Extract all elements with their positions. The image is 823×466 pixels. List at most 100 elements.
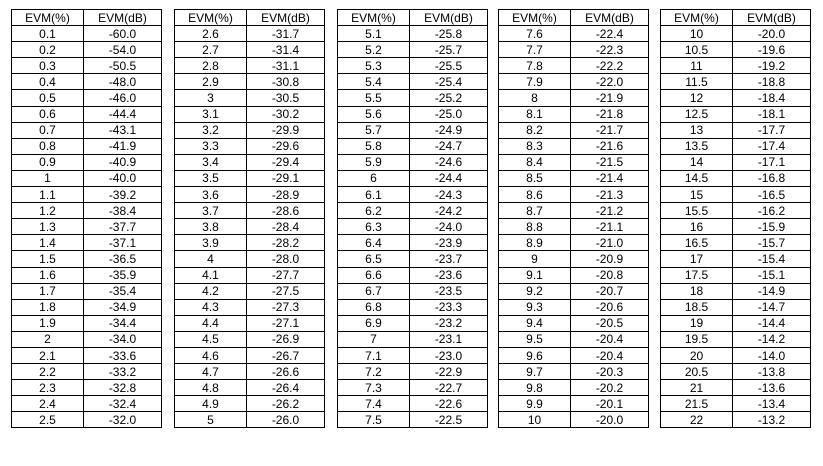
evm-percent-cell: 0.6 (11, 105, 84, 123)
evm-percent-cell: 0.8 (11, 137, 84, 155)
evm-percent-cell: 2.1 (11, 346, 84, 365)
evm-percent-cell: 11.5 (660, 73, 733, 91)
evm-percent-cell: 8.3 (498, 137, 571, 155)
evm-percent-cell: 2.6 (174, 25, 247, 43)
evm-db-cell: -26.4 (246, 379, 325, 397)
evm-db-cell: -22.3 (570, 41, 649, 59)
table-row: 10 -20.0 (498, 411, 649, 429)
evm-percent-cell: 7.9 (498, 73, 571, 91)
evm-percent-cell: 5.2 (337, 41, 410, 59)
evm-db-cell: -23.7 (409, 250, 488, 268)
evm-percent-cell: 7.8 (498, 57, 571, 75)
table-row: 0.8 -41.9 (11, 137, 162, 155)
evm-percent-cell: 9.9 (498, 395, 571, 413)
evm-db-cell: -14.7 (732, 298, 811, 316)
evm-db-cell: -16.8 (732, 169, 811, 188)
evm-db-cell: -23.6 (409, 266, 488, 284)
evm-db-cell: -20.4 (570, 346, 649, 365)
evm-db-cell: -30.8 (246, 73, 325, 91)
header-row: EVM(%) EVM(dB) (337, 8, 488, 27)
evm-db-cell: -43.1 (83, 121, 162, 139)
header-evm-db: EVM(dB) (83, 8, 162, 27)
evm-percent-cell: 5.8 (337, 137, 410, 155)
table-row: 3.9 -28.2 (174, 234, 325, 252)
evm-percent-cell: 3.9 (174, 234, 247, 252)
evm-percent-cell: 14 (660, 153, 733, 171)
evm-db-cell: -34.4 (83, 314, 162, 332)
evm-db-cell: -22.4 (570, 25, 649, 43)
table-row: 5.4 -25.4 (337, 73, 488, 91)
table-row: 13 -17.7 (660, 121, 811, 139)
table-row: 4.5 -26.9 (174, 330, 325, 348)
evm-db-cell: -54.0 (83, 41, 162, 59)
table-row: 8.7 -21.2 (498, 202, 649, 220)
evm-percent-cell: 17.5 (660, 266, 733, 284)
table-row: 6.4 -23.9 (337, 234, 488, 252)
table-row: 1.8 -34.9 (11, 298, 162, 316)
evm-db-cell: -27.3 (246, 298, 325, 316)
table-row: 6.3 -24.0 (337, 218, 488, 236)
table-row: 9 -20.9 (498, 250, 649, 268)
evm-percent-cell: 1.7 (11, 282, 84, 300)
evm-db-cell: -35.9 (83, 266, 162, 284)
evm-percent-cell: 5 (174, 411, 247, 429)
evm-db-cell: -16.5 (732, 186, 811, 204)
evm-db-cell: -24.2 (409, 202, 488, 220)
table-row: 15.5 -16.2 (660, 202, 811, 220)
evm-db-cell: -25.8 (409, 25, 488, 43)
table-row: 21 -13.6 (660, 379, 811, 397)
evm-percent-cell: 0.5 (11, 89, 84, 107)
header-evm-percent: EVM(%) (11, 8, 84, 27)
table-row: 2.7 -31.4 (174, 41, 325, 59)
evm-percent-cell: 14.5 (660, 169, 733, 188)
table-row: 0.7 -43.1 (11, 121, 162, 139)
evm-db-cell: -44.4 (83, 105, 162, 123)
table-row: 20.5 -13.8 (660, 363, 811, 381)
table-row: 6.2 -24.2 (337, 202, 488, 220)
evm-percent-cell: 1 (11, 169, 84, 188)
table-row: 16.5 -15.7 (660, 234, 811, 252)
evm-db-cell: -27.1 (246, 314, 325, 332)
table-row: 16 -15.9 (660, 218, 811, 236)
evm-db-cell: -19.6 (732, 41, 811, 59)
evm-db-cell: -26.6 (246, 363, 325, 381)
evm-percent-cell: 7.6 (498, 25, 571, 43)
evm-percent-cell: 18 (660, 282, 733, 300)
evm-db-cell: -25.7 (409, 41, 488, 59)
evm-percent-cell: 3.4 (174, 153, 247, 171)
table-row: 8.9 -21.0 (498, 234, 649, 252)
table-row: 7.1 -23.0 (337, 346, 488, 365)
evm-percent-cell: 6.9 (337, 314, 410, 332)
evm-percent-cell: 21 (660, 379, 733, 397)
evm-db-cell: -24.6 (409, 153, 488, 171)
table-row: 2.1 -33.6 (11, 346, 162, 365)
table-row: 3.8 -28.4 (174, 218, 325, 236)
evm-percent-cell: 6.4 (337, 234, 410, 252)
header-row: EVM(%) EVM(dB) (174, 8, 325, 27)
evm-db-cell: -21.4 (570, 169, 649, 188)
evm-percent-cell: 10 (498, 411, 571, 429)
evm-db-cell: -21.5 (570, 153, 649, 171)
table-row: 0.3 -50.5 (11, 57, 162, 75)
evm-percent-cell: 4 (174, 250, 247, 268)
table-row: 4.8 -26.4 (174, 379, 325, 397)
table-row: 3.4 -29.4 (174, 153, 325, 171)
evm-db-cell: -23.2 (409, 314, 488, 332)
table-row: 5.2 -25.7 (337, 41, 488, 59)
evm-db-cell: -17.1 (732, 153, 811, 171)
table-row: 1.1 -39.2 (11, 186, 162, 204)
evm-percent-cell: 4.7 (174, 363, 247, 381)
header-row: EVM(%) EVM(dB) (498, 8, 649, 27)
evm-percent-cell: 2.2 (11, 363, 84, 381)
table-row: 15 -16.5 (660, 186, 811, 204)
evm-percent-cell: 8.8 (498, 218, 571, 236)
table-row: 9.1 -20.8 (498, 266, 649, 284)
evm-percent-cell: 6.5 (337, 250, 410, 268)
table-row: 5.3 -25.5 (337, 57, 488, 75)
evm-db-cell: -24.4 (409, 169, 488, 188)
evm-db-cell: -25.4 (409, 73, 488, 91)
evm-percent-cell: 19.5 (660, 330, 733, 348)
table-row: 7 -23.1 (337, 330, 488, 348)
evm-db-cell: -21.0 (570, 234, 649, 252)
evm-percent-cell: 7.4 (337, 395, 410, 413)
